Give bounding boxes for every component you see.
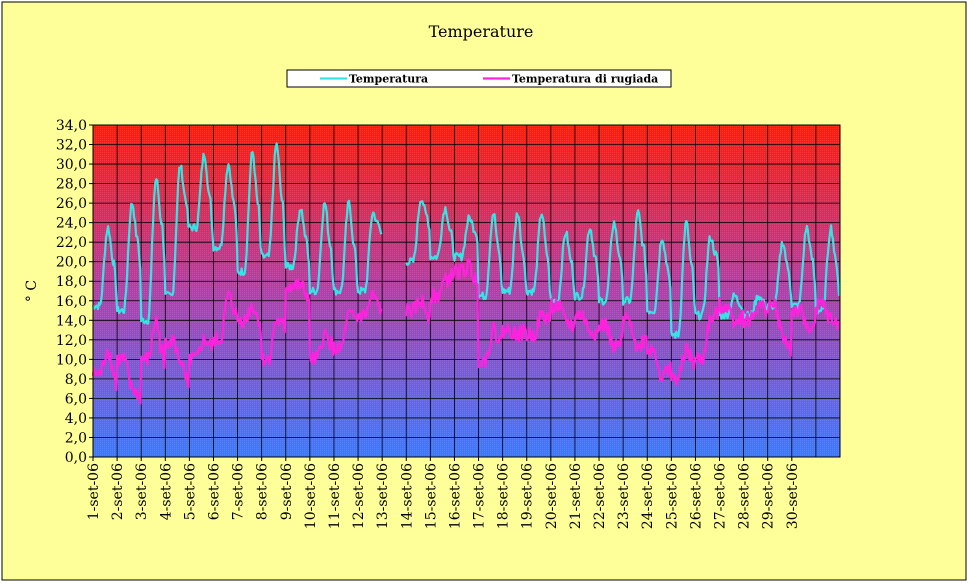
x-tick-label: 26-set-06 [688, 463, 704, 529]
x-tick-label: 5-set-06 [182, 463, 198, 520]
series-layer [91, 142, 841, 405]
x-tick-label: 13-set-06 [375, 463, 391, 529]
x-tick-label: 9-set-06 [279, 463, 295, 520]
x-tick-label: 7-set-06 [231, 463, 247, 520]
y-tick-label: 12,0 [56, 333, 87, 349]
x-tick-label: 19-set-06 [520, 463, 536, 529]
x-tick-labels: 1-set-06 2-set-06 3-set-06 4-set-06 5-set-06… [86, 457, 801, 529]
x-tick-label: 21-set-06 [568, 463, 584, 529]
y-tick-label: 6,0 [65, 391, 87, 407]
x-tick-label: 10-set-06 [303, 463, 319, 529]
x-tick-label: 27-set-06 [713, 463, 729, 529]
y-tick-label: 20,0 [56, 255, 87, 271]
x-tick-label: 1-set-06 [86, 463, 102, 520]
y-tick-label: 14,0 [56, 313, 87, 329]
y-tick-label: 34,0 [56, 118, 87, 134]
legend-label-rugiada: Temperatura di rugiada [512, 73, 658, 86]
plot-texture [93, 125, 840, 457]
legend-label-temperatura: Temperatura [349, 73, 428, 86]
x-tick-label: 11-set-06 [327, 463, 343, 529]
y-tick-label: 16,0 [56, 294, 87, 310]
x-tick-label: 12-set-06 [351, 463, 367, 529]
series-line-temperatura [91, 142, 383, 325]
x-tick-label: 24-set-06 [640, 463, 656, 529]
y-tick-label: 28,0 [56, 177, 87, 193]
x-tick-label: 17-set-06 [472, 463, 488, 529]
y-tick-label: 30,0 [56, 157, 87, 173]
x-tick-label: 25-set-06 [664, 463, 680, 529]
x-tick-label: 15-set-06 [423, 463, 439, 529]
x-tick-label: 2-set-06 [110, 463, 126, 520]
x-tick-label: 14-set-06 [399, 463, 415, 529]
y-tick-labels: 0,0 2,0 4,0 6,0 8,0 10,0 12,0 14,0 16,0 18,0 20,0 2… [56, 118, 93, 466]
x-tick-label: 18-set-06 [496, 463, 512, 529]
y-tick-label: 4,0 [65, 411, 87, 427]
y-tick-label: 0,0 [65, 450, 87, 466]
series-line-rugiada [91, 278, 383, 405]
x-tick-label: 29-set-06 [761, 463, 777, 529]
x-tick-label: 3-set-06 [134, 463, 150, 520]
legend: Temperatura Temperatura di rugiada [286, 69, 672, 88]
y-tick-label: 8,0 [65, 372, 87, 388]
x-tick-label: 4-set-06 [158, 463, 174, 520]
x-tick-label: 6-set-06 [206, 463, 222, 520]
x-tick-label: 8-set-06 [255, 463, 271, 520]
y-tick-label: 24,0 [56, 216, 87, 232]
x-tick-label: 28-set-06 [737, 463, 753, 529]
y-tick-label: 26,0 [56, 196, 87, 212]
series-line-rugiada [405, 258, 840, 386]
y-tick-label: 32,0 [56, 138, 87, 154]
y-tick-label: 22,0 [56, 235, 87, 251]
y-tick-label: 18,0 [56, 274, 87, 290]
x-tick-label: 20-set-06 [544, 463, 560, 529]
chart-title: Temperature [429, 22, 534, 41]
x-tick-label: 22-set-06 [592, 463, 608, 529]
x-tick-label: 30-set-06 [785, 463, 801, 529]
y-tick-label: 10,0 [56, 352, 87, 368]
x-tick-label: 23-set-06 [616, 463, 632, 529]
y-axis-label: ° C [24, 280, 40, 302]
y-tick-label: 2,0 [65, 430, 87, 446]
x-tick-label: 16-set-06 [447, 463, 463, 529]
legend-box [286, 69, 672, 88]
